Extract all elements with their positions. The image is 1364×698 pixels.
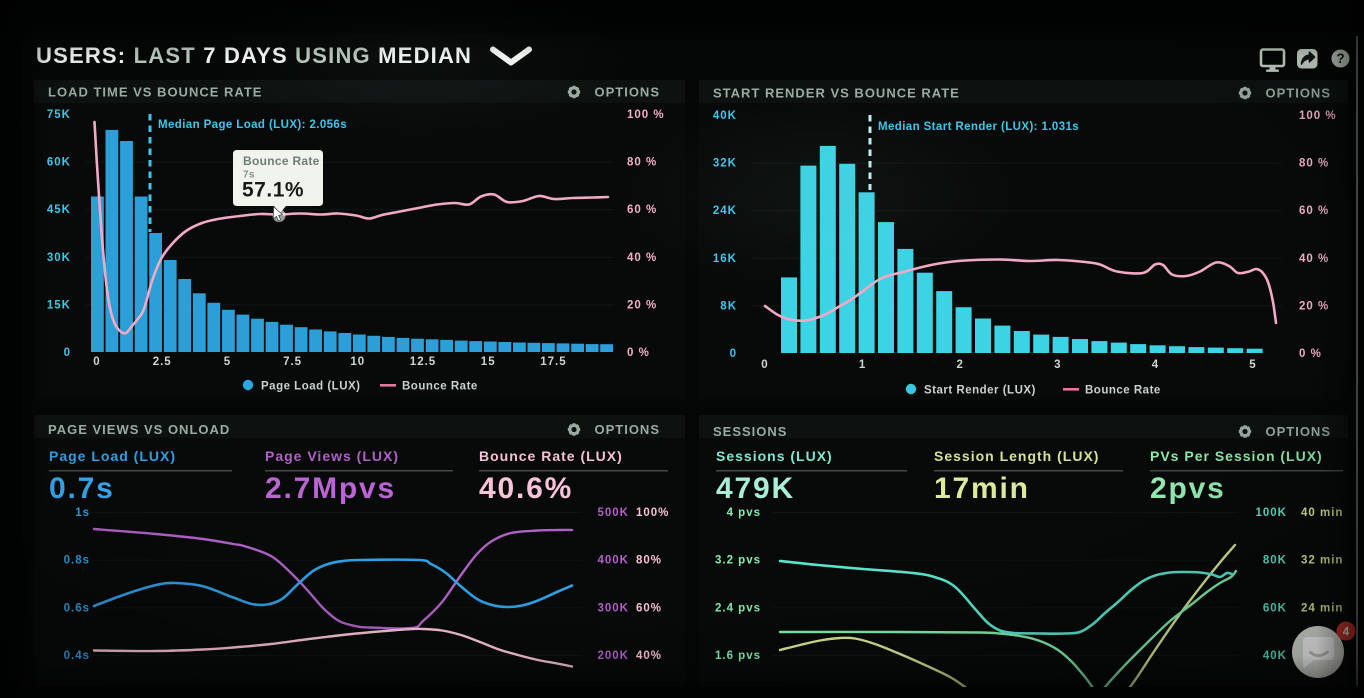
svg-text:Bounce Rate: Bounce Rate (243, 154, 320, 168)
svg-text:2pvs: 2pvs (1150, 472, 1226, 505)
svg-text:1s: 1s (75, 507, 90, 519)
svg-text:200K: 200K (598, 650, 630, 662)
svg-text:0.7s: 0.7s (49, 472, 115, 505)
svg-text:60K: 60K (47, 157, 71, 169)
svg-text:Sessions (LUX): Sessions (LUX) (716, 448, 833, 464)
svg-text:45K: 45K (47, 204, 71, 216)
svg-text:0 %: 0 % (627, 347, 650, 359)
svg-text:60 %: 60 % (1299, 205, 1329, 217)
svg-text:2: 2 (956, 359, 963, 371)
svg-text:PAGE VIEWS VS ONLOAD: PAGE VIEWS VS ONLOAD (48, 422, 230, 437)
svg-text:300K: 300K (598, 602, 630, 614)
svg-text:Start Render (LUX): Start Render (LUX) (924, 385, 1036, 397)
svg-text:40 %: 40 % (627, 252, 657, 264)
svg-text:40.6%: 40.6% (479, 472, 573, 505)
svg-text:80K: 80K (1263, 555, 1287, 567)
svg-text:479K: 479K (716, 472, 795, 505)
svg-text:3: 3 (1054, 359, 1061, 371)
svg-text:4 pvs: 4 pvs (727, 507, 761, 519)
svg-text:Median Page Load (LUX): 2.056s: Median Page Load (LUX): 2.056s (158, 119, 347, 131)
svg-text:0.4s: 0.4s (64, 650, 90, 662)
svg-text:USERS: LAST 7 DAYS USING MEDIA: USERS: LAST 7 DAYS USING MEDIAN (36, 43, 472, 68)
svg-text:Page Load (LUX): Page Load (LUX) (261, 381, 361, 393)
svg-text:12.5: 12.5 (410, 356, 436, 368)
svg-text:Bounce Rate: Bounce Rate (402, 381, 478, 393)
svg-text:80 %: 80 % (627, 157, 657, 169)
svg-text:17.5: 17.5 (540, 356, 566, 368)
svg-text:24 min: 24 min (1301, 602, 1343, 614)
svg-text:20 %: 20 % (627, 299, 657, 311)
svg-text:Bounce Rate: Bounce Rate (1085, 385, 1161, 397)
svg-text:57.1%: 57.1% (242, 179, 304, 202)
svg-text:17min: 17min (934, 472, 1030, 505)
svg-text:20 %: 20 % (1299, 300, 1329, 312)
svg-text:10: 10 (350, 356, 365, 368)
svg-text:3.2 pvs: 3.2 pvs (715, 555, 761, 567)
svg-text:30K: 30K (47, 252, 71, 264)
svg-text:SESSIONS: SESSIONS (713, 424, 787, 439)
svg-text:400K: 400K (598, 555, 630, 567)
svg-text:Session Length (LUX): Session Length (LUX) (934, 448, 1099, 464)
svg-text:60%: 60% (636, 602, 662, 614)
svg-text:32 min: 32 min (1301, 555, 1343, 567)
svg-text:15: 15 (481, 356, 496, 368)
svg-text:START RENDER VS BOUNCE RATE: START RENDER VS BOUNCE RATE (713, 86, 960, 101)
svg-text:1.6 pvs: 1.6 pvs (715, 650, 761, 662)
svg-text:2.5: 2.5 (153, 356, 172, 368)
svg-text:?: ? (1336, 51, 1344, 66)
svg-text:15K: 15K (47, 299, 71, 311)
svg-text:60 %: 60 % (627, 204, 657, 216)
svg-text:2.4 pvs: 2.4 pvs (715, 602, 761, 614)
svg-text:60K: 60K (1263, 602, 1287, 614)
svg-text:0: 0 (761, 359, 768, 371)
svg-text:0.8s: 0.8s (64, 555, 90, 567)
svg-text:40 min: 40 min (1301, 507, 1343, 519)
svg-text:0: 0 (64, 347, 71, 359)
svg-text:80 %: 80 % (1299, 158, 1329, 170)
svg-text:4: 4 (1152, 359, 1159, 371)
svg-text:100K: 100K (1256, 507, 1288, 519)
svg-text:Bounce Rate (LUX): Bounce Rate (LUX) (479, 448, 623, 464)
svg-text:0 %: 0 % (1299, 348, 1322, 360)
svg-text:OPTIONS: OPTIONS (1265, 86, 1331, 101)
svg-text:8K: 8K (720, 300, 737, 312)
svg-text:4: 4 (1343, 627, 1350, 639)
svg-text:Page Views (LUX): Page Views (LUX) (265, 448, 399, 464)
svg-text:40 %: 40 % (1299, 253, 1329, 265)
svg-text:5: 5 (1249, 359, 1256, 371)
svg-text:7.5: 7.5 (283, 356, 302, 368)
svg-text:75K: 75K (47, 109, 71, 121)
svg-text:OPTIONS: OPTIONS (594, 422, 660, 437)
svg-text:OPTIONS: OPTIONS (1265, 424, 1331, 439)
svg-text:500K: 500K (598, 507, 630, 519)
svg-text:0.6s: 0.6s (64, 602, 90, 614)
svg-text:24K: 24K (713, 205, 737, 217)
svg-text:100 %: 100 % (627, 109, 665, 121)
svg-text:2.7Mpvs: 2.7Mpvs (265, 472, 396, 505)
svg-text:80%: 80% (636, 555, 662, 567)
svg-text:Page Load (LUX): Page Load (LUX) (49, 448, 176, 464)
svg-text:OPTIONS: OPTIONS (594, 85, 660, 100)
svg-text:LOAD TIME VS BOUNCE RATE: LOAD TIME VS BOUNCE RATE (48, 85, 262, 100)
svg-text:Median Start Render (LUX): 1.0: Median Start Render (LUX): 1.031s (878, 121, 1079, 133)
svg-text:5: 5 (224, 356, 231, 368)
svg-text:40K: 40K (1263, 650, 1287, 662)
svg-text:16K: 16K (713, 253, 737, 265)
svg-text:PVs Per Session (LUX): PVs Per Session (LUX) (1150, 448, 1323, 464)
svg-text:100 %: 100 % (1299, 110, 1337, 122)
svg-text:40%: 40% (636, 650, 662, 662)
svg-text:0: 0 (93, 356, 100, 368)
svg-text:32K: 32K (713, 158, 737, 170)
svg-text:1: 1 (859, 359, 866, 371)
svg-text:100%: 100% (636, 507, 669, 519)
svg-text:40K: 40K (713, 110, 737, 122)
svg-text:0: 0 (730, 348, 737, 360)
